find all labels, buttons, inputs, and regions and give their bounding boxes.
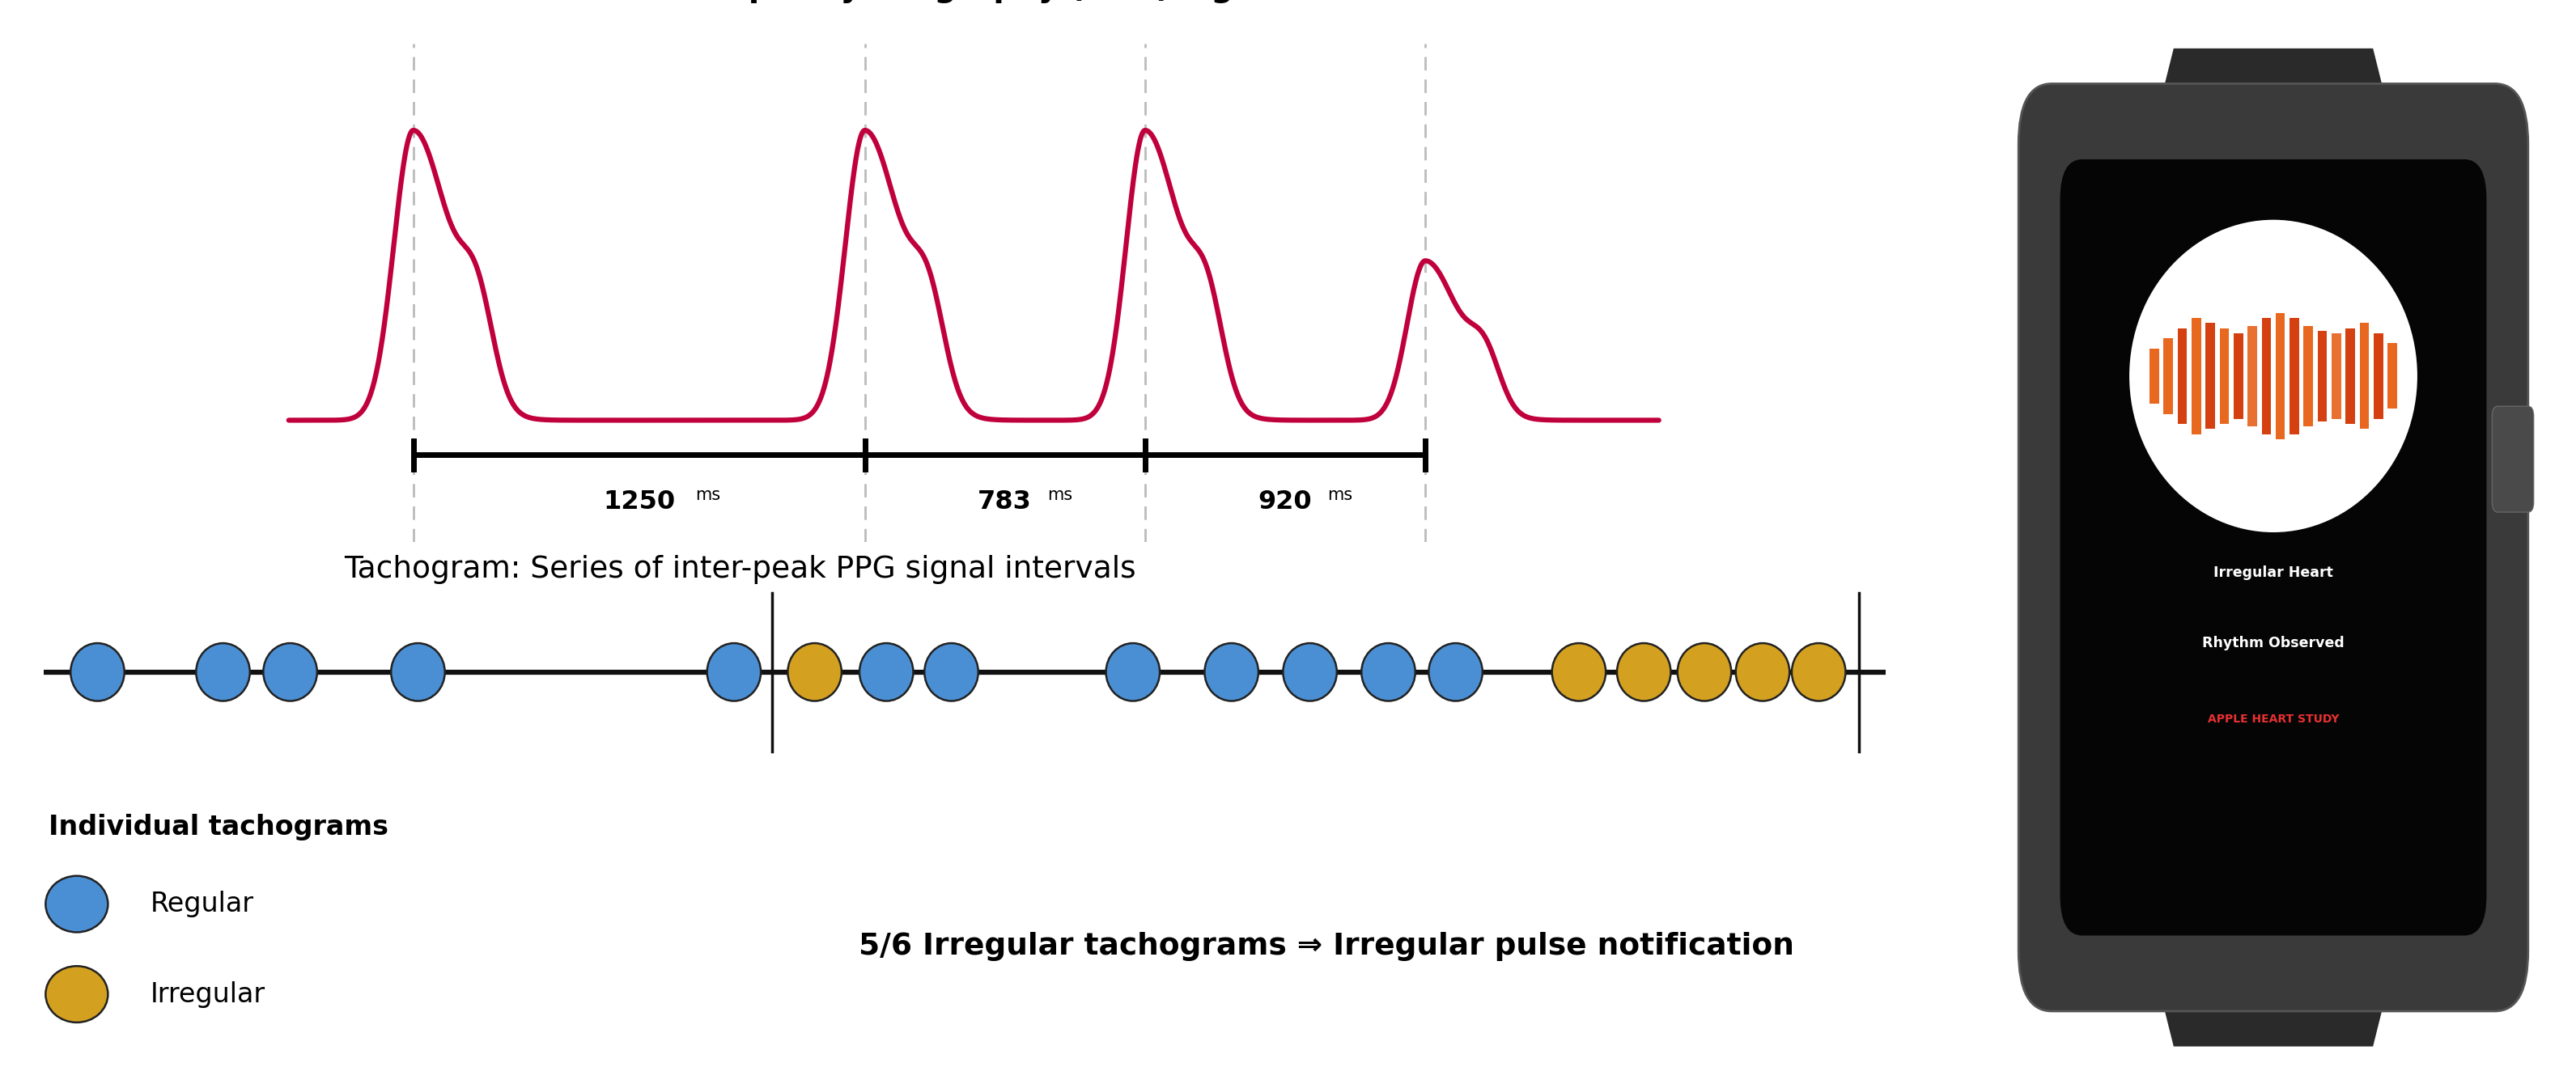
Ellipse shape <box>860 643 914 701</box>
Ellipse shape <box>392 643 446 701</box>
Bar <box>2164 338 2174 414</box>
FancyBboxPatch shape <box>2491 406 2535 512</box>
Ellipse shape <box>46 876 108 932</box>
Text: Individual tachograms: Individual tachograms <box>49 814 389 840</box>
Ellipse shape <box>1206 643 1257 701</box>
Text: Regular: Regular <box>149 891 255 917</box>
Text: 783: 783 <box>979 490 1033 515</box>
Text: 5/6 Irregular tachograms ⇒ Irregular pulse notification: 5/6 Irregular tachograms ⇒ Irregular pul… <box>858 932 1795 960</box>
Bar <box>2249 325 2257 426</box>
Bar <box>2303 325 2313 426</box>
Ellipse shape <box>196 643 250 701</box>
Text: ms: ms <box>1046 487 1072 503</box>
Text: Tachogram: Series of inter-peak PPG signal intervals: Tachogram: Series of inter-peak PPG sign… <box>345 555 1136 583</box>
Ellipse shape <box>1736 643 1790 701</box>
Polygon shape <box>2146 49 2401 159</box>
Ellipse shape <box>1283 643 1337 701</box>
Bar <box>2360 323 2370 429</box>
Ellipse shape <box>1430 643 1484 701</box>
Ellipse shape <box>788 643 842 701</box>
Text: Photoplethysmography (PPG) signal: Photoplethysmography (PPG) signal <box>644 0 1288 3</box>
Bar <box>2275 313 2285 439</box>
Polygon shape <box>2146 935 2401 1046</box>
Ellipse shape <box>706 643 760 701</box>
Bar <box>2221 328 2228 424</box>
Bar <box>2388 344 2398 409</box>
Text: Irregular: Irregular <box>149 981 265 1008</box>
Ellipse shape <box>263 643 317 701</box>
Ellipse shape <box>925 643 979 701</box>
Bar <box>2372 333 2383 418</box>
Text: 1250: 1250 <box>603 490 675 515</box>
Bar <box>2347 328 2354 424</box>
Ellipse shape <box>70 643 124 701</box>
Bar <box>2192 318 2200 434</box>
Bar <box>2290 318 2298 434</box>
Bar <box>2331 333 2342 418</box>
Ellipse shape <box>1551 643 1605 701</box>
Ellipse shape <box>1363 643 1414 701</box>
FancyBboxPatch shape <box>2020 83 2527 1011</box>
Bar <box>2148 348 2159 403</box>
Text: Irregular Heart: Irregular Heart <box>2213 566 2334 580</box>
Bar <box>2233 333 2244 418</box>
FancyBboxPatch shape <box>2061 159 2486 935</box>
Text: 920: 920 <box>1257 490 1311 515</box>
Bar <box>2205 323 2215 429</box>
Ellipse shape <box>1793 643 1844 701</box>
Ellipse shape <box>2130 220 2416 532</box>
Ellipse shape <box>1677 643 1731 701</box>
Bar <box>2318 331 2326 422</box>
Ellipse shape <box>1618 643 1672 701</box>
Text: APPLE HEART STUDY: APPLE HEART STUDY <box>2208 713 2339 724</box>
Bar <box>2177 328 2187 424</box>
Text: ms: ms <box>696 487 721 503</box>
Bar <box>2262 318 2272 434</box>
Ellipse shape <box>46 966 108 1022</box>
Text: ms: ms <box>1327 487 1352 503</box>
Text: Rhythm Observed: Rhythm Observed <box>2202 636 2344 650</box>
Ellipse shape <box>1105 643 1159 701</box>
